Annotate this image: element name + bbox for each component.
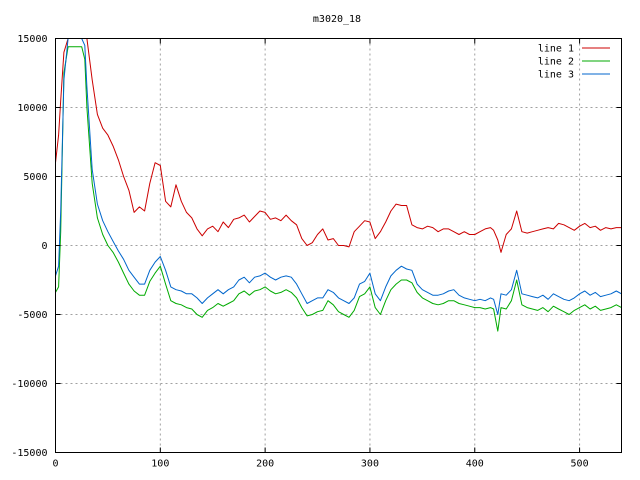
legend-label: line 2 — [538, 57, 574, 68]
y-tick-label: 15000 — [17, 34, 47, 45]
y-tick-label: -5000 — [17, 310, 47, 321]
series-lines — [55, 38, 622, 332]
legend: line 1 line 2 line 3 — [538, 44, 610, 81]
legend-label: line 3 — [538, 70, 574, 81]
y-tick-label: 10000 — [17, 103, 47, 114]
axis-ticks: 0 100 200 300 400 500 -15000 -10000 -5000 0 5000 10… — [11, 34, 622, 470]
series-line-3 — [55, 38, 622, 315]
x-tick-label: 500 — [571, 459, 589, 470]
series-line-2 — [55, 46, 622, 332]
x-tick-label: 100 — [151, 459, 169, 470]
x-tick-label: 200 — [256, 459, 274, 470]
chart-title: m3020_18 — [313, 14, 361, 25]
x-tick-label: 300 — [361, 459, 379, 470]
grid-lines — [55, 38, 622, 453]
legend-label: line 1 — [538, 44, 574, 55]
y-tick-label: -15000 — [11, 448, 47, 459]
y-tick-label: 0 — [41, 241, 47, 252]
x-tick-label: 0 — [52, 459, 58, 470]
y-tick-label: 5000 — [23, 172, 47, 183]
y-tick-label: -10000 — [11, 379, 47, 390]
series-line-1 — [55, 38, 622, 253]
x-tick-label: 400 — [466, 459, 484, 470]
